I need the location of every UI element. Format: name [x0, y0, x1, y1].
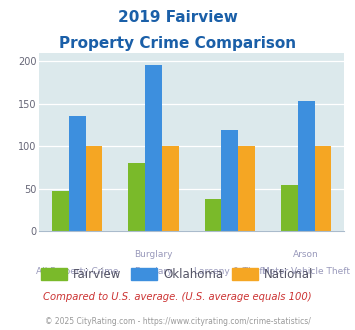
- Text: Burglary: Burglary: [134, 267, 173, 276]
- Bar: [298, 101, 315, 231]
- Text: Larceny & Theft: Larceny & Theft: [194, 267, 266, 276]
- Text: 2019 Fairview: 2019 Fairview: [118, 10, 237, 25]
- Text: Arson: Arson: [293, 250, 319, 259]
- Bar: [222, 130, 238, 231]
- Bar: [238, 146, 255, 231]
- Legend: Fairview, Oklahoma, National: Fairview, Oklahoma, National: [37, 263, 318, 286]
- Bar: [129, 163, 145, 231]
- Bar: [52, 191, 69, 231]
- Text: Compared to U.S. average. (U.S. average equals 100): Compared to U.S. average. (U.S. average …: [43, 292, 312, 302]
- Text: Property Crime Comparison: Property Crime Comparison: [59, 36, 296, 51]
- Bar: [86, 146, 102, 231]
- Bar: [162, 146, 179, 231]
- Bar: [315, 146, 331, 231]
- Bar: [205, 199, 222, 231]
- Text: Burglary: Burglary: [134, 250, 173, 259]
- Text: All Property Crime: All Property Crime: [36, 267, 119, 276]
- Text: Motor Vehicle Theft: Motor Vehicle Theft: [262, 267, 350, 276]
- Bar: [69, 116, 86, 231]
- Text: © 2025 CityRating.com - https://www.cityrating.com/crime-statistics/: © 2025 CityRating.com - https://www.city…: [45, 317, 310, 326]
- Bar: [145, 65, 162, 231]
- Bar: [281, 185, 298, 231]
